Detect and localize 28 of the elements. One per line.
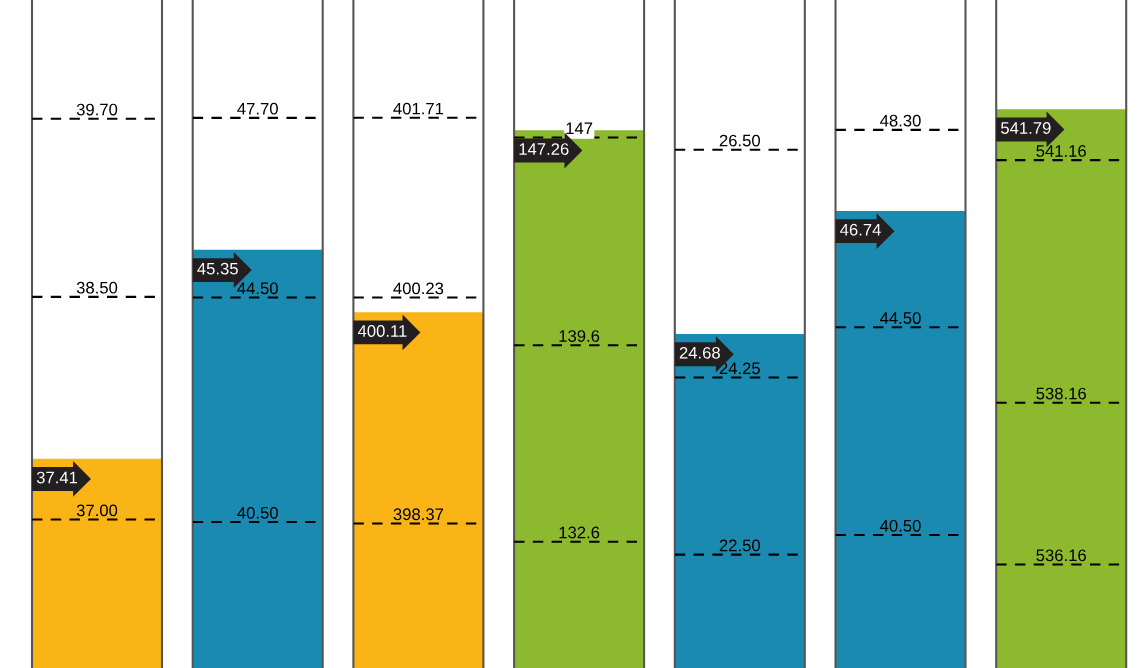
data-label: 541.79 <box>1001 122 1051 134</box>
y-tick-label: 538.16 <box>1036 387 1086 400</box>
data-label: 45.35 <box>197 262 238 275</box>
y-tick-label: 536.16 <box>1036 549 1086 562</box>
y-tick-label: 24.25 <box>719 362 760 375</box>
y-tick-label: 39.70 <box>76 103 118 116</box>
y-tick-label: 47.70 <box>237 102 278 115</box>
y-tick-label: 40.50 <box>237 506 278 519</box>
y-tick-label: 44.50 <box>880 312 921 324</box>
y-tick-label: 37.00 <box>76 504 118 517</box>
y-tick-label: 22.50 <box>719 539 760 552</box>
y-tick-label: 38.50 <box>76 281 118 294</box>
y-tick-label: 147 <box>566 122 593 135</box>
y-tick-label: 132.6 <box>559 526 600 539</box>
y-tick-label: 44.50 <box>237 282 278 295</box>
data-label: 147.26 <box>519 143 569 155</box>
y-tick-label: 139.6 <box>559 330 600 342</box>
y-tick-label: 48.30 <box>880 114 921 127</box>
data-label: 400.11 <box>357 325 407 337</box>
data-label: 24.68 <box>679 346 720 359</box>
y-tick-label: 400.23 <box>393 282 444 295</box>
y-tick-label: 401.71 <box>393 102 444 115</box>
data-label: 46.74 <box>840 223 881 236</box>
y-tick-label: 40.50 <box>880 519 921 532</box>
y-tick-label: 541.16 <box>1036 145 1086 157</box>
y-tick-label: 398.37 <box>393 508 444 521</box>
data-label: 37.41 <box>36 471 78 484</box>
y-tick-label: 26.50 <box>719 134 760 147</box>
